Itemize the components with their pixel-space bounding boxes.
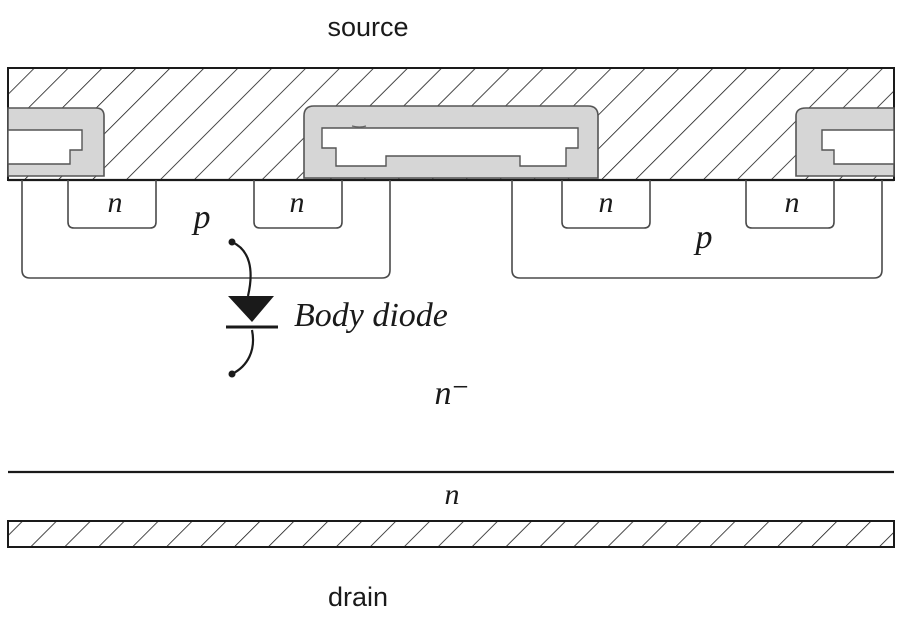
body-diode-symbol (226, 238, 278, 378)
body-diode-label: Body diode (294, 297, 448, 334)
n-plus-left-2 (253, 180, 343, 229)
n-plus-right-1 (561, 180, 651, 229)
drain-terminal-label: drain (328, 582, 388, 612)
n-plus-left-1-label: n (108, 186, 123, 219)
gate-stack-center (303, 105, 599, 179)
n-plus-left-2-label: n (290, 186, 305, 219)
p-well-left-label: p (192, 199, 211, 236)
n-plus-left-1 (67, 180, 157, 229)
n-plus-right-1-label: n (599, 186, 614, 219)
source-terminal-label: source (327, 12, 408, 42)
n-plus-right-2-label: n (785, 186, 800, 219)
n-plus-right-2 (745, 180, 835, 229)
substrate-label: n (445, 478, 460, 511)
gate-stack-right (795, 107, 895, 177)
p-well-right-label: p (694, 219, 713, 256)
drain-metal-layer (7, 520, 895, 548)
gate-stack-left (7, 107, 105, 177)
p-well-left (21, 180, 391, 279)
drift-region-label: n⁻ (435, 375, 470, 412)
p-well-right (511, 180, 883, 279)
